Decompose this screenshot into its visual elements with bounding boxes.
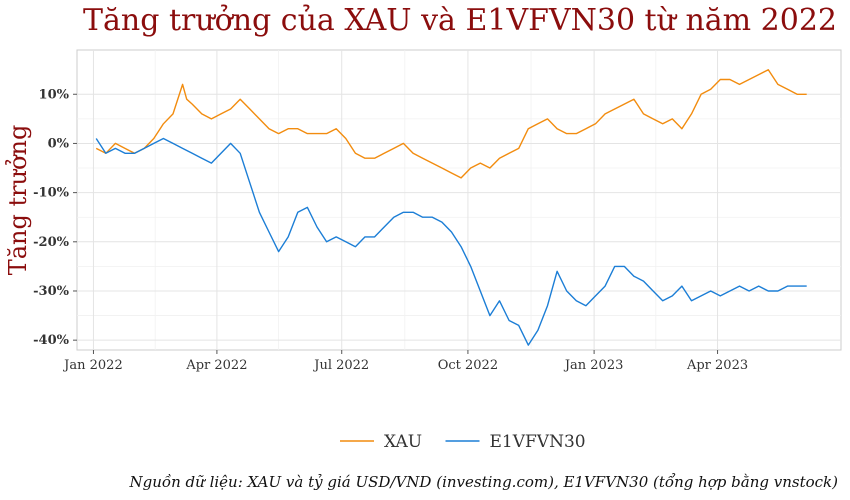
series-line-e1vfvn30 xyxy=(95,137,807,346)
x-tick-label: Jan 2022 xyxy=(62,358,123,373)
x-tick-label: Oct 2022 xyxy=(438,358,498,373)
x-tick-label: Apr 2023 xyxy=(686,358,748,373)
gridlines xyxy=(77,50,841,350)
y-tick-label: -20% xyxy=(33,235,69,250)
y-tick-label: -30% xyxy=(33,284,69,299)
y-tick-label: -10% xyxy=(33,186,69,201)
legend-label: XAU xyxy=(384,432,422,452)
axis-ticks: 10% 0% -10% -20% -30% -40% Jan 2022 Apr 2022 Jul… xyxy=(33,87,748,373)
y-tick-label: -40% xyxy=(33,333,69,348)
x-tick-label: Jul 2022 xyxy=(312,358,369,373)
y-axis-label: Tăng trưởng xyxy=(4,125,32,276)
series-line-xau xyxy=(95,69,807,179)
x-tick-label: Jan 2023 xyxy=(563,358,624,373)
source-caption: Nguồn dữ liệu: XAU và tỷ giá USD/VND (in… xyxy=(129,473,839,491)
legend: XAU E1VFVN30 xyxy=(340,432,586,452)
x-tick-label: Apr 2022 xyxy=(185,358,247,373)
series-lines xyxy=(95,69,807,346)
plot-area xyxy=(76,49,842,351)
legend-label: E1VFVN30 xyxy=(490,432,586,452)
y-tick-label: 10% xyxy=(39,87,70,102)
chart-title: Tăng trưởng của XAU và E1VFVN30 từ năm 2… xyxy=(83,3,837,38)
y-tick-label: 0% xyxy=(48,136,70,151)
